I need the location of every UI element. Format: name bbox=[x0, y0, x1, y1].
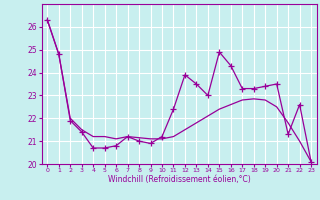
X-axis label: Windchill (Refroidissement éolien,°C): Windchill (Refroidissement éolien,°C) bbox=[108, 175, 251, 184]
